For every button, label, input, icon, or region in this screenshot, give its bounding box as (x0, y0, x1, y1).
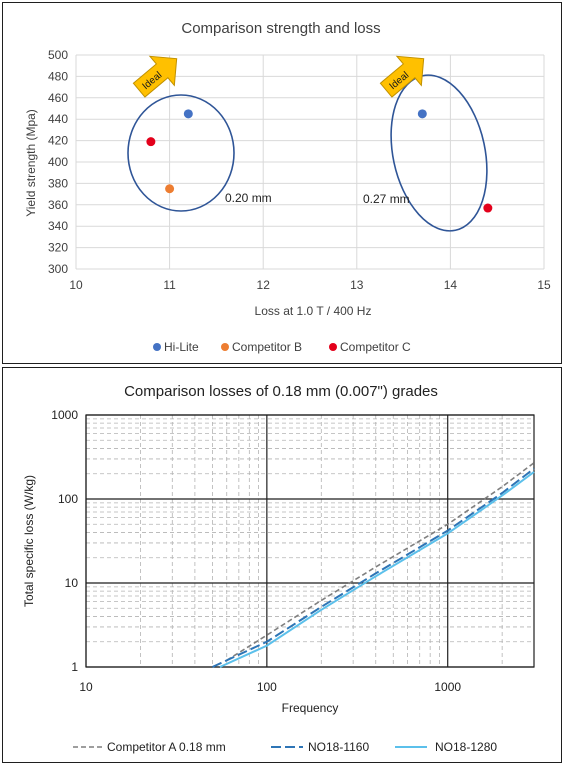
strength-loss-chart-panel: Comparison strength and loss 300 320 340 36… (2, 2, 562, 364)
data-points (146, 109, 493, 213)
plot-frame (85, 414, 535, 668)
data-point-competitor-b (165, 184, 175, 194)
chart-title: Comparison losses of 0.18 mm (0.007") gr… (124, 383, 438, 400)
y-tick-label: 500 (48, 48, 68, 62)
y-tick-label: 1000 (51, 408, 78, 422)
y-tick-label: 440 (48, 112, 68, 126)
x-axis-label: Loss at 1.0 T / 400 Hz (255, 304, 372, 318)
y-tick-label: 300 (48, 262, 68, 276)
y-tick-label: 320 (48, 241, 68, 255)
legend-label-no18-1160: NO18-1160 (308, 740, 369, 754)
x-tick-label: 100 (257, 680, 277, 694)
y-tick-label: 100 (58, 492, 78, 506)
y-tick-label: 420 (48, 134, 68, 148)
legend-marker-hi-lite (153, 343, 161, 351)
arrow-icon (379, 55, 425, 98)
arrow-icon (132, 55, 178, 98)
annotation-020mm: 0.20 mm (225, 191, 272, 205)
y-tick-label: 360 (48, 198, 68, 212)
data-point-hi-lite (417, 109, 427, 119)
series-line-no18-1280 (219, 471, 535, 668)
y-tick-label: 460 (48, 91, 68, 105)
y-axis-label: Yield strength (Mpa) (24, 109, 38, 217)
data-point-competitor-c (146, 137, 156, 147)
series-line-no18-1160 (211, 467, 535, 668)
strength-loss-chart: Comparison strength and loss 300 320 340 36… (24, 20, 551, 354)
data-point-hi-lite (183, 109, 193, 119)
x-tick-label: 14 (444, 278, 458, 292)
legend-label-competitor-b: Competitor B (232, 340, 302, 354)
legend-marker-competitor-b (221, 343, 229, 351)
plot-area (86, 415, 534, 667)
x-axis-label: Frequency (282, 701, 339, 715)
y-tick-label: 10 (65, 576, 79, 590)
x-tick-label: 11 (163, 278, 176, 292)
y-axis-label: Total specific loss (W/kg) (22, 475, 36, 607)
x-tick-label: 10 (69, 278, 83, 292)
y-tick-labels: 300 320 340 360 380 400 420 440 460 480 500 (48, 48, 68, 276)
legend-label-no18-1280: NO18-1280 (435, 740, 497, 754)
x-tick-labels: 10 11 12 13 14 15 (69, 278, 551, 292)
x-tick-label: 12 (257, 278, 271, 292)
x-tick-label: 1000 (434, 680, 461, 694)
legend-marker-competitor-c (329, 343, 337, 351)
chart-title: Comparison strength and loss (181, 20, 380, 37)
annotation-027mm: 0.27 mm (363, 192, 410, 206)
x-tick-label: 15 (537, 278, 551, 292)
grid (75, 54, 545, 270)
losses-chart: Comparison losses of 0.18 mm (0.007") gr… (22, 383, 535, 754)
legend-label-competitor-c: Competitor C (340, 340, 411, 354)
y-tick-label: 480 (48, 69, 68, 83)
legend: Competitor A 0.18 mm NO18-1160 NO18-1280 (73, 740, 497, 754)
y-tick-label: 1 (71, 660, 78, 674)
legend-label-hi-lite: Hi-Lite (164, 340, 199, 354)
series-lines (211, 462, 535, 668)
y-tick-labels: 1 10 100 1000 (51, 408, 78, 674)
y-tick-label: 340 (48, 219, 68, 233)
y-tick-label: 380 (48, 176, 68, 190)
legend: Hi-Lite Competitor B Competitor C (153, 340, 411, 354)
y-tick-label: 400 (48, 155, 68, 169)
legend-label-competitor-a: Competitor A 0.18 mm (107, 740, 226, 754)
grid (85, 414, 535, 668)
losses-chart-panel: Comparison losses of 0.18 mm (0.007") gr… (2, 367, 562, 763)
x-tick-label: 13 (350, 278, 364, 292)
group-ellipse-020 (127, 94, 235, 212)
x-tick-labels: 10 100 1000 (79, 680, 461, 694)
x-tick-label: 10 (79, 680, 93, 694)
data-point-competitor-c (483, 203, 493, 213)
